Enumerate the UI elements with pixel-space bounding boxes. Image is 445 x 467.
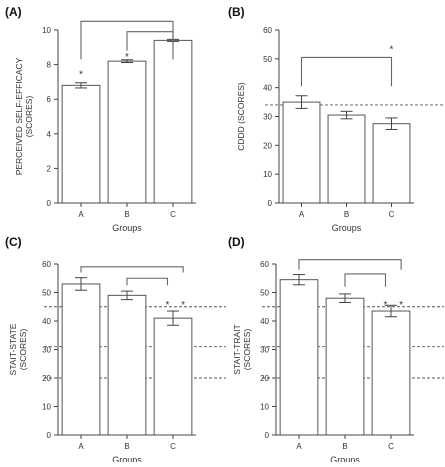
y-tick-label: 6 [47, 95, 52, 104]
y-tick-label: 20 [42, 374, 51, 383]
y-axis-label-line: STAIT-STATE [8, 323, 18, 375]
y-tick-label: 30 [260, 346, 269, 355]
panel-d: (D) 0 10 20 30 40 50 60 A B C Groups STAIT-TRAIT(SCO… [228, 235, 444, 465]
bar-b [107, 60, 147, 204]
bar-c [371, 310, 411, 436]
panel-label: (C) [5, 235, 22, 249]
significance-star: * [384, 300, 388, 311]
bar-c [153, 317, 193, 436]
y-tick-label: 50 [42, 289, 51, 298]
y-tick-label: 60 [263, 26, 272, 35]
x-tick-label: A [299, 210, 305, 219]
error-bar [75, 82, 87, 89]
y-tick-label: 40 [42, 317, 51, 326]
x-axis-label: Groups [112, 223, 142, 233]
bar-c [372, 123, 411, 204]
panel-label: (A) [5, 5, 22, 19]
significance-bracket [126, 31, 174, 51]
bar-a [282, 101, 321, 204]
error-bar [340, 110, 353, 120]
y-axis-label-line: (SCORES) [24, 96, 34, 138]
y-axis-label: STAIT-STATE(SCORES) [8, 323, 28, 375]
y-tick-label: 30 [42, 346, 51, 355]
panel-c: (C) 0 10 20 30 40 50 60 A B C Groups STAIT-STATE(SCO… [5, 235, 226, 465]
y-tick-label: 40 [263, 84, 272, 93]
y-tick-label: 60 [42, 260, 51, 269]
y-tick-label: 10 [42, 403, 51, 412]
x-tick-label: B [124, 210, 129, 219]
significance-bracket [126, 277, 169, 286]
x-tick-label: C [389, 210, 395, 219]
y-tick-label: 40 [260, 317, 269, 326]
bar-a [279, 279, 319, 436]
y-axis-label-line: STAIT-TRAIT [232, 324, 242, 374]
significance-bracket [344, 273, 387, 287]
y-tick-label: 50 [260, 289, 269, 298]
x-tick-label: A [78, 210, 84, 219]
y-axis-label-line: (SCORES) [242, 329, 252, 371]
significance-star: * [125, 52, 129, 63]
y-tick-label: 0 [47, 431, 52, 440]
y-axis-label: STAIT-TRAIT(SCORES) [232, 324, 252, 374]
x-tick-label: B [342, 442, 347, 451]
x-tick-label: A [296, 442, 302, 451]
y-axis-label: CDDD (SCORES) [236, 82, 246, 151]
bar-a [61, 84, 101, 204]
x-axis-label: Groups [332, 223, 362, 233]
y-tick-label: 20 [263, 141, 272, 150]
bar-a [61, 283, 101, 436]
y-tick-label: 0 [47, 199, 52, 208]
y-tick-label: 60 [260, 260, 269, 269]
y-axis-label-line: (SCORES) [18, 329, 28, 371]
x-tick-label: A [78, 442, 84, 451]
significance-star: * [181, 300, 185, 311]
error-bar [293, 274, 305, 286]
error-bar [385, 117, 398, 130]
bar-b [327, 114, 366, 204]
panel-b: (B) 0 10 20 30 40 50 60 A B C Groups CDDD (SCORES) * [228, 5, 444, 233]
error-bar [121, 59, 133, 64]
bar-b [325, 297, 365, 436]
error-bar [75, 277, 87, 291]
panel-label: (B) [228, 5, 245, 19]
error-bar [167, 310, 179, 326]
error-bar [385, 304, 397, 318]
x-axis-label: Groups [112, 455, 142, 462]
error-bar [339, 293, 351, 303]
error-bar [121, 290, 133, 301]
significance-star: * [399, 300, 403, 311]
y-tick-label: 8 [47, 61, 52, 70]
significance-bracket [80, 266, 184, 273]
panel-a: (A) 0 2 4 6 8 10 A B C Groups PERCEIVED SELF-EFFICA… [5, 5, 196, 233]
significance-star: * [166, 300, 170, 311]
y-tick-label: 50 [263, 55, 272, 64]
y-tick-label: 10 [260, 403, 269, 412]
y-axis-label: PERCEIVED SELF-EFFICACY(SCORES) [14, 57, 34, 175]
y-tick-label: 30 [263, 113, 272, 122]
y-axis-label-line: CDDD (SCORES) [236, 82, 246, 151]
y-tick-label: 10 [42, 26, 51, 35]
x-tick-label: B [344, 210, 349, 219]
error-bar [295, 95, 308, 109]
y-tick-label: 10 [263, 170, 272, 179]
bar-c [153, 39, 193, 204]
bar-b [107, 294, 147, 436]
x-tick-label: C [388, 442, 394, 451]
y-tick-label: 0 [265, 431, 270, 440]
significance-star: * [390, 45, 394, 56]
y-tick-label: 4 [47, 130, 52, 139]
y-tick-label: 20 [260, 374, 269, 383]
y-tick-label: 0 [268, 199, 273, 208]
significance-bracket [300, 56, 393, 87]
significance-star: * [79, 69, 83, 80]
x-tick-label: B [124, 442, 129, 451]
y-axis-label-line: PERCEIVED SELF-EFFICACY [14, 57, 24, 175]
panel-label: (D) [228, 235, 245, 249]
x-axis-label: Groups [330, 455, 360, 462]
y-tick-label: 2 [47, 164, 52, 173]
x-tick-label: C [170, 442, 176, 451]
x-tick-label: C [170, 210, 176, 219]
significance-bracket [298, 259, 402, 270]
